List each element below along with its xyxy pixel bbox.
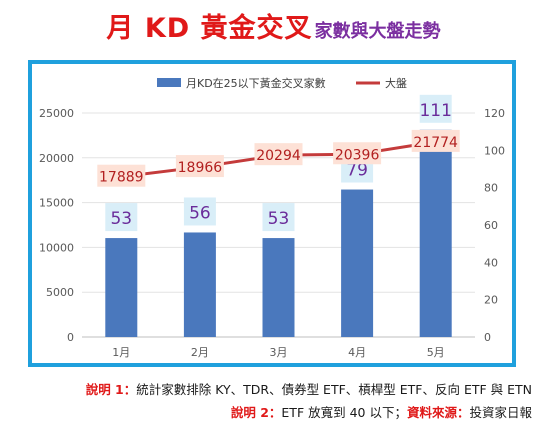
bar-value-label: 53 (110, 209, 132, 229)
x-tick-label: 5月 (427, 346, 445, 359)
y-right-tick-label: 120 (484, 107, 505, 120)
note-1-text: 統計家數排除 KY、TDR、債券型 ETF、槓桿型 ETF、反向 ETF 與 E… (136, 382, 532, 397)
y-right-tick-label: 80 (484, 182, 498, 195)
y-left-tick-label: 5000 (46, 286, 74, 299)
y-left-tick-label: 20000 (39, 152, 74, 165)
line-label-bg (411, 129, 460, 152)
bar-label-bg (262, 203, 295, 232)
y-left-tick-label: 15000 (39, 197, 74, 210)
note-1: 說明 1：統計家數排除 KY、TDR、債券型 ETF、槓桿型 ETF、反向 ET… (86, 379, 532, 398)
x-tick-label: 1月 (112, 346, 130, 359)
y-left-tick-label: 0 (67, 331, 74, 344)
bar-value-label: 79 (346, 161, 368, 181)
chart-svg: 0 5000 10000 15000 20000 25000 0 20 40 60 80 100 120… (39, 76, 505, 359)
x-tick-label: 3月 (270, 346, 288, 359)
y-right-tick-label: 60 (484, 219, 498, 232)
chart-title: 月 KD 黃金交叉 家數與大盤走勢 (0, 6, 547, 45)
title-sub: 家數與大盤走勢 (314, 21, 441, 42)
line-value-label: 20294 (256, 148, 301, 164)
note-2-source: 投資家日報 (469, 405, 532, 420)
x-tick-label: 4月 (348, 346, 366, 359)
note-2-source-label: 資料來源： (406, 405, 470, 420)
line-value-label: 21774 (413, 135, 458, 151)
line-value-label: 18966 (178, 160, 223, 176)
bar-label-bg (183, 197, 216, 226)
bar-value-label: 53 (268, 209, 290, 229)
legend-swatch-bar (157, 78, 181, 87)
bar (341, 189, 374, 337)
line-label-bg (175, 155, 224, 178)
note-2: 說明 2：ETF 放寬到 40 以下；資料來源：投資家日報 (231, 402, 532, 421)
bar-label-bg (105, 203, 138, 232)
line-label-bg (254, 143, 303, 166)
bar (419, 129, 452, 337)
y-left-tick-label: 25000 (39, 107, 74, 120)
title-main: 月 KD 黃金交叉 (106, 13, 313, 44)
note-2-text: ETF 放寬到 40 以下； (281, 405, 407, 420)
bar-value-label: 56 (189, 203, 211, 223)
chart-frame: 0 5000 10000 15000 20000 25000 0 20 40 60 80 100 120… (28, 60, 516, 367)
bar-label-bg (419, 94, 452, 123)
bar (183, 232, 216, 337)
line-label-bg (333, 142, 382, 165)
y-right-tick-label: 0 (484, 331, 491, 344)
y-left-tick-label: 10000 (39, 241, 74, 254)
y-right-tick-label: 100 (484, 144, 505, 157)
bar (105, 238, 138, 337)
legend-label-bar: 月KD在25以下黃金交叉家數 (186, 76, 326, 90)
note-2-label: 說明 2： (230, 405, 282, 420)
note-1-label: 說明 1： (85, 382, 137, 397)
bar-value-label: 111 (419, 101, 451, 121)
line-value-label: 17889 (99, 170, 144, 186)
line-value-label: 20396 (335, 147, 380, 163)
x-tick-label: 2月 (191, 346, 209, 359)
line-label-bg (97, 164, 146, 187)
bar (262, 238, 295, 337)
legend-label-line: 大盤 (385, 76, 407, 90)
y-right-tick-label: 20 (484, 294, 498, 307)
y-right-tick-label: 40 (484, 256, 498, 269)
